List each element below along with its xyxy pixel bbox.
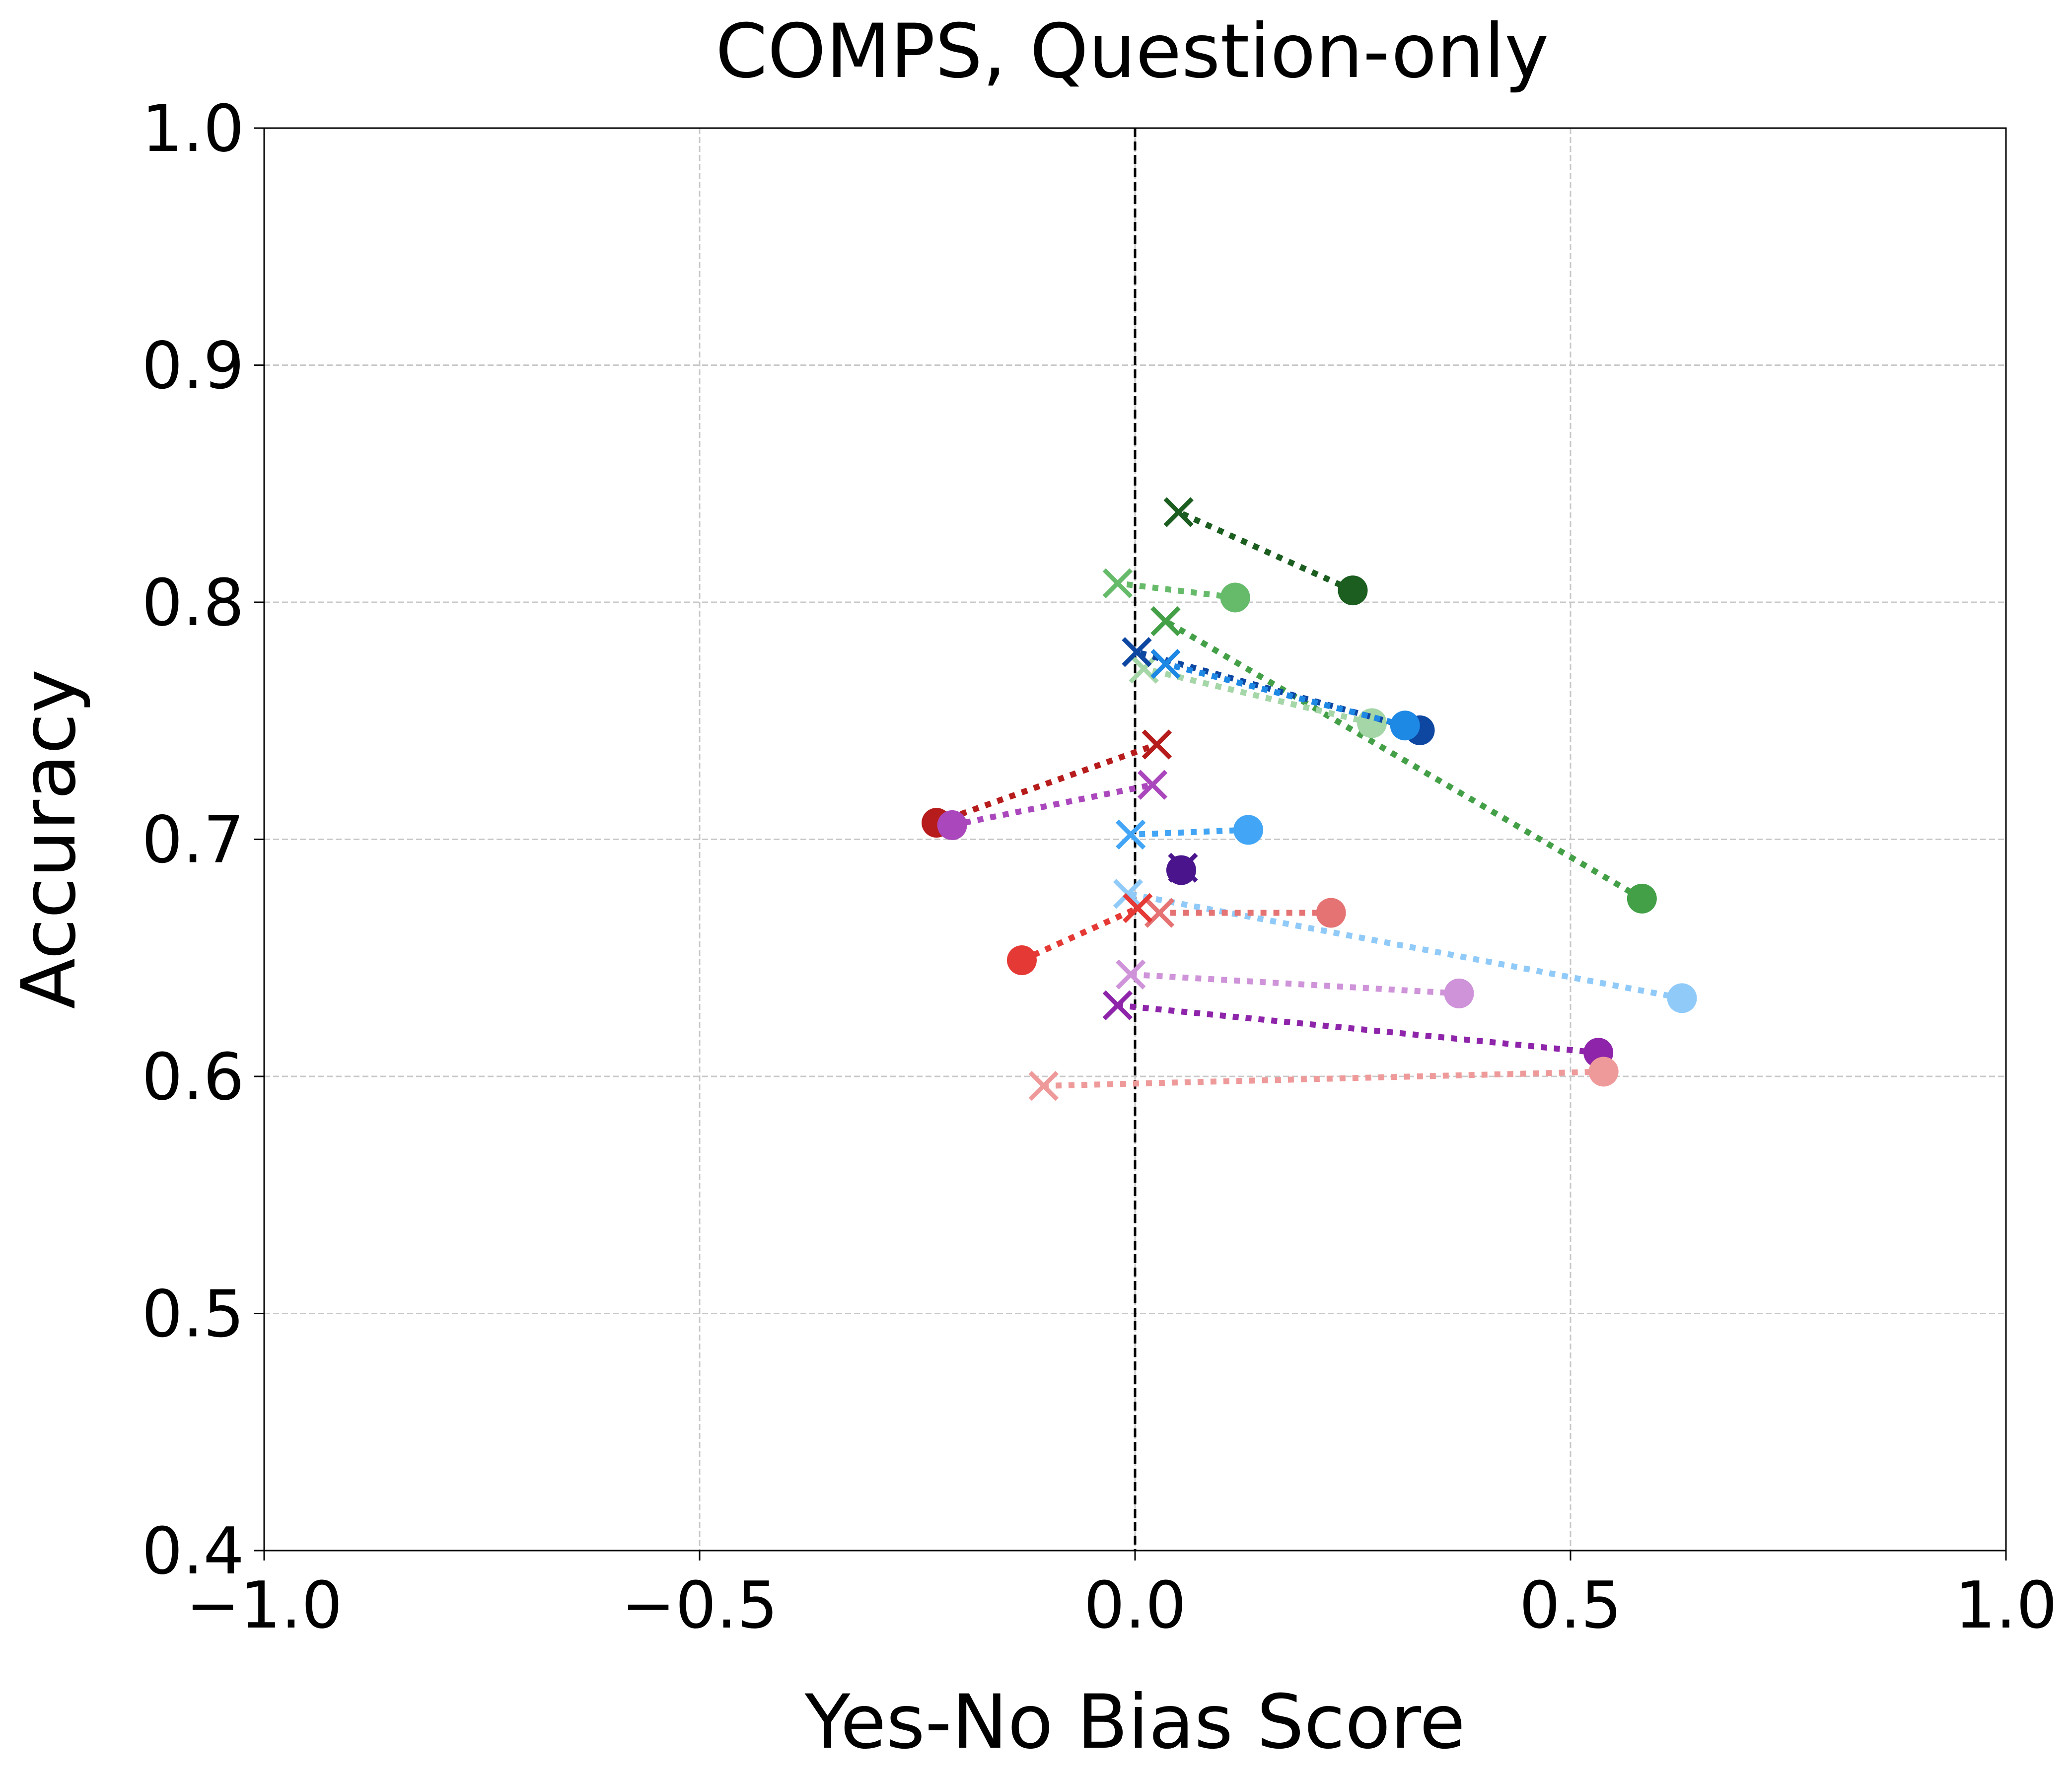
data-point-cross bbox=[1123, 893, 1153, 923]
y-tick-label: 0.8 bbox=[142, 565, 244, 640]
data-point-circle bbox=[1220, 582, 1250, 613]
data-point-cross bbox=[1150, 606, 1181, 637]
model-pair bbox=[1150, 606, 1657, 914]
data-point-cross bbox=[1168, 852, 1198, 883]
x-tick-label: 0.0 bbox=[1084, 1567, 1187, 1643]
x-tick-label: −1.0 bbox=[186, 1567, 343, 1643]
x-axis-ticks: −1.0 −0.5 0.0 0.5 1.0 bbox=[186, 1551, 2057, 1643]
data-point-cross bbox=[1137, 770, 1168, 800]
chart-title: COMPS, Question-only bbox=[715, 8, 1549, 95]
y-tick-label: 0.9 bbox=[142, 328, 244, 404]
data-point-circle bbox=[1338, 575, 1368, 606]
plot-area bbox=[922, 497, 1697, 1101]
pair-connector bbox=[1164, 619, 1643, 902]
model-pair bbox=[1028, 1057, 1619, 1101]
data-point-circle bbox=[1390, 710, 1420, 741]
model-pair bbox=[1116, 959, 1474, 1008]
pair-connector bbox=[1043, 1068, 1604, 1089]
data-point-cross bbox=[1028, 1070, 1059, 1101]
model-pair bbox=[1102, 568, 1250, 613]
data-point-circle bbox=[1233, 815, 1264, 845]
data-point-circle bbox=[1588, 1057, 1619, 1087]
model-pair bbox=[1116, 815, 1264, 850]
pair-connector bbox=[1143, 665, 1373, 726]
data-point-cross bbox=[1116, 959, 1146, 990]
data-point-circle bbox=[1444, 978, 1474, 1008]
model-pair bbox=[1150, 648, 1420, 741]
y-tick-label: 1.0 bbox=[142, 91, 244, 166]
x-tick-label: 1.0 bbox=[1955, 1567, 2058, 1643]
model-pair bbox=[1166, 852, 1198, 885]
y-axis-label: Accuracy bbox=[6, 669, 92, 1009]
data-point-cross bbox=[1129, 653, 1159, 684]
pair-connector bbox=[935, 741, 1158, 826]
pair-connector bbox=[1020, 905, 1139, 963]
x-tick-label: 0.5 bbox=[1519, 1567, 1622, 1643]
data-point-cross bbox=[1122, 637, 1152, 667]
pair-connector bbox=[1127, 891, 1683, 1001]
data-point-cross bbox=[1163, 497, 1194, 527]
pair-connector bbox=[1117, 1002, 1599, 1056]
y-tick-label: 0.6 bbox=[142, 1039, 244, 1115]
y-tick-label: 0.5 bbox=[142, 1277, 244, 1352]
pair-connector bbox=[1130, 971, 1459, 996]
y-axis-ticks: 0.4 0.5 0.6 0.7 0.8 0.9 1.0 bbox=[142, 91, 264, 1589]
data-point-circle bbox=[1006, 945, 1037, 976]
data-point-cross bbox=[1150, 648, 1181, 679]
data-point-circle bbox=[1667, 983, 1697, 1013]
x-axis-label: Yes-No Bias Score bbox=[804, 1679, 1465, 1766]
pair-connector bbox=[1177, 509, 1354, 593]
data-point-circle bbox=[1316, 898, 1346, 928]
model-pair bbox=[1163, 497, 1368, 606]
model-pair bbox=[1113, 879, 1697, 1013]
data-point-cross bbox=[1116, 819, 1146, 850]
model-pair bbox=[937, 770, 1168, 840]
pair-connector bbox=[1164, 661, 1406, 729]
data-point-cross bbox=[1142, 729, 1172, 760]
data-point-cross bbox=[1102, 990, 1133, 1020]
data-point-cross bbox=[1102, 568, 1133, 598]
data-point-circle bbox=[1357, 708, 1387, 738]
y-tick-label: 0.4 bbox=[142, 1513, 244, 1589]
y-tick-label: 0.7 bbox=[142, 802, 244, 878]
data-point-cross bbox=[1113, 879, 1143, 909]
x-tick-label: −0.5 bbox=[621, 1567, 778, 1643]
model-pair bbox=[1006, 893, 1153, 976]
data-point-circle bbox=[937, 810, 967, 840]
data-point-circle bbox=[1627, 883, 1657, 914]
model-pair bbox=[1144, 898, 1346, 928]
pair-connector bbox=[951, 781, 1153, 828]
